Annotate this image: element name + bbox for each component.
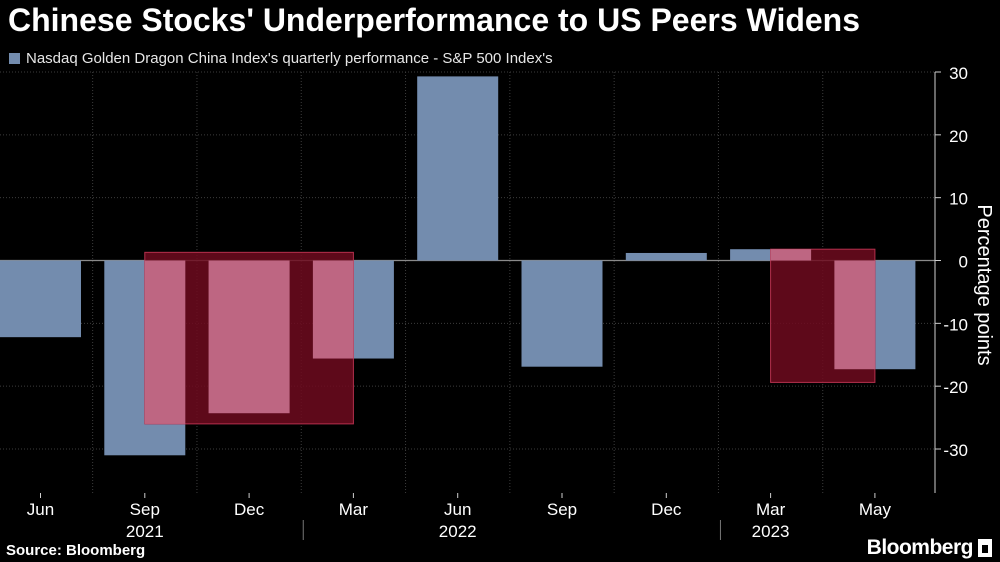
y-tick-label: -30 — [943, 441, 968, 460]
legend-label: Nasdaq Golden Dragon China Index's quart… — [26, 50, 553, 67]
x-tick-label: Sep — [130, 500, 160, 519]
x-tick-label: Jun — [444, 500, 471, 519]
x-year-label: 2022 — [439, 522, 477, 541]
highlighted-bar — [312, 260, 354, 359]
y-tick-label: 10 — [949, 190, 968, 209]
x-tick-label: Jun — [27, 500, 54, 519]
y-tick-label: 30 — [949, 64, 968, 83]
axes: 30 20 10 0 -10 -20 -30 Jun Sep Dec Mar Jun Sep Dec Mar… — [27, 64, 968, 541]
highlighted-bar — [770, 249, 812, 261]
y-tick-label: -10 — [943, 315, 968, 334]
x-tick-label: Sep — [547, 500, 577, 519]
legend-swatch — [9, 53, 20, 64]
chart-title: Chinese Stocks' Underperformance to US P… — [8, 2, 861, 38]
highlighted-bar — [144, 260, 186, 424]
y-axis-label: Percentage points — [973, 204, 995, 365]
bloomberg-logo: Bloomberg — [867, 536, 992, 560]
bar — [417, 76, 499, 261]
y-tick-label: 0 — [959, 253, 968, 272]
x-tick-label: Dec — [234, 500, 265, 519]
y-tick-label: -20 — [943, 378, 968, 397]
y-tick-label: 20 — [949, 127, 968, 146]
bar — [0, 260, 81, 338]
source-note: Source: Bloomberg — [6, 542, 146, 559]
bar — [625, 252, 707, 261]
legend: Nasdaq Golden Dragon China Index's quart… — [9, 50, 553, 67]
x-tick-label: Mar — [339, 500, 369, 519]
brand-name: Bloomberg — [866, 536, 974, 559]
x-tick-label: Dec — [651, 500, 682, 519]
highlight-boxes — [144, 248, 876, 425]
x-tick-label: May — [859, 500, 892, 519]
bloomberg-mark-icon — [978, 539, 992, 557]
x-year-label: 2021 — [126, 522, 164, 541]
highlighted-bar — [208, 260, 290, 414]
bar — [521, 260, 603, 367]
x-year-label: 2023 — [752, 522, 790, 541]
highlighted-bar — [834, 260, 875, 370]
x-tick-label: Mar — [756, 500, 786, 519]
